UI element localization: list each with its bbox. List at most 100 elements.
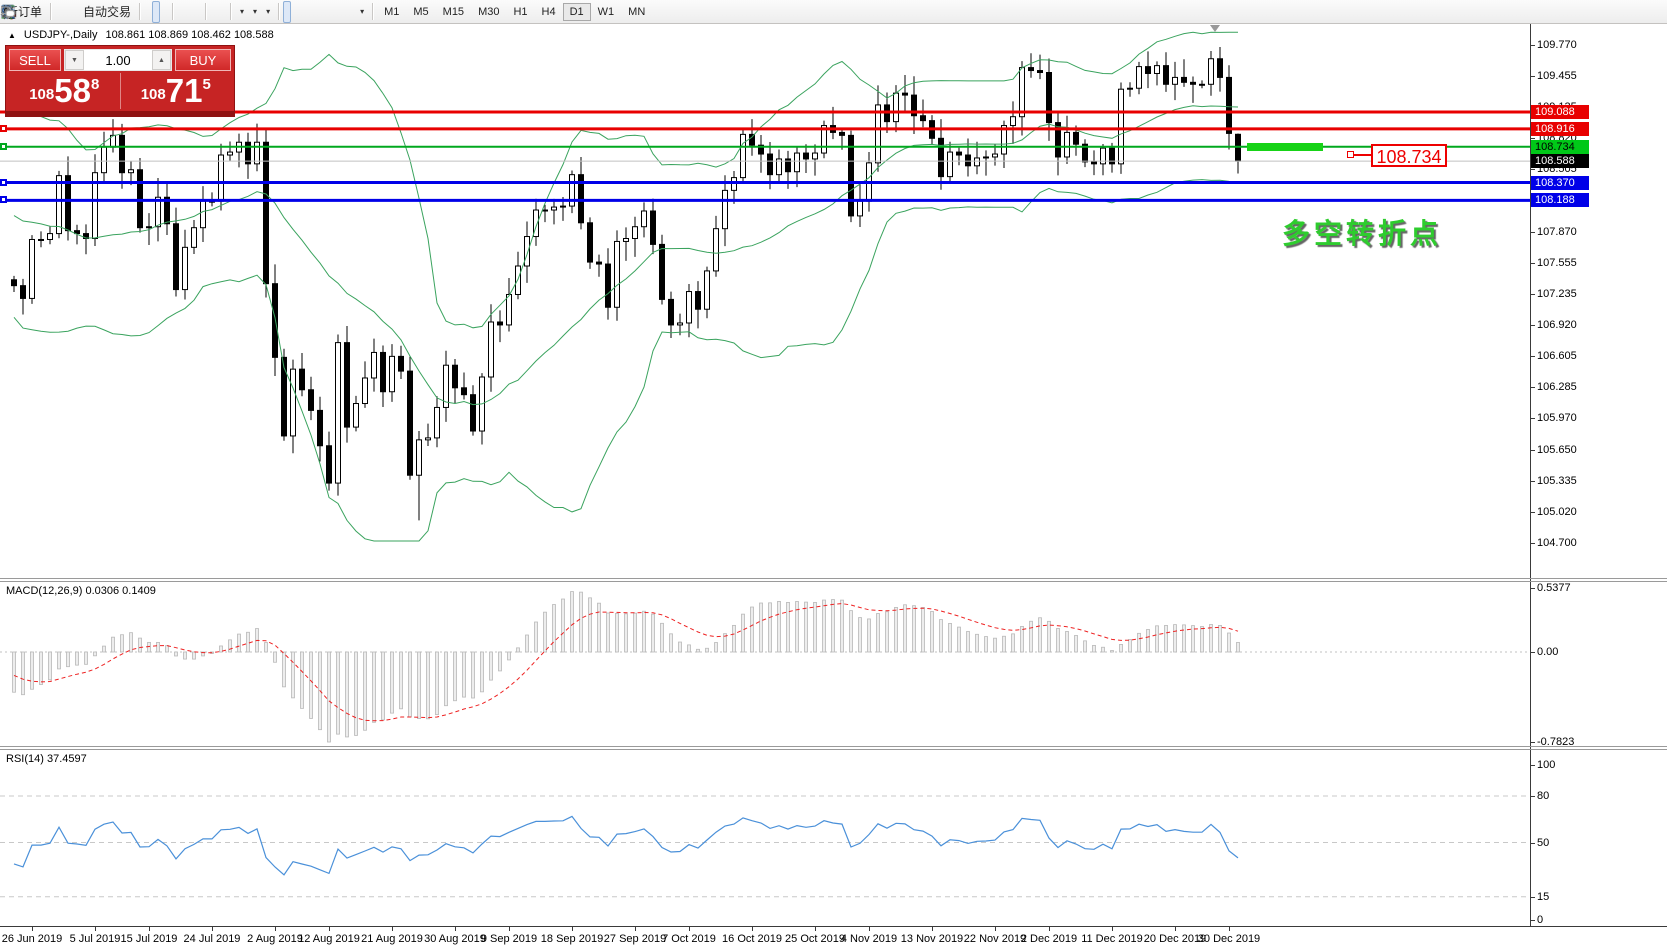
pane-splitter[interactable] — [0, 746, 1667, 747]
timeframe-m5-button[interactable]: M5 — [413, 5, 429, 18]
indicators-button[interactable]: ▾ — [1, 1, 248, 23]
date-axis-label: 2 Aug 2019 — [247, 933, 303, 945]
level-line-anchor[interactable] — [0, 196, 7, 204]
date-axis-tick — [1112, 927, 1113, 931]
autoscroll-button[interactable] — [1, 1, 218, 23]
fibonacci-button[interactable]: F — [1, 1, 339, 23]
price-axis-tick-label: 105.020 — [1537, 505, 1577, 518]
zoom-in-button[interactable] — [1, 1, 185, 23]
pane-splitter[interactable] — [0, 581, 1667, 582]
timeframe-mn-button[interactable]: MN — [628, 5, 646, 18]
date-axis-label: 18 Sep 2019 — [540, 933, 604, 945]
sell-button[interactable]: SELL — [9, 49, 61, 71]
price-axis-tick-label: 105.970 — [1537, 412, 1577, 425]
crosshair-button[interactable] — [1, 1, 299, 23]
volume-decrease-button[interactable]: ▼ — [65, 50, 84, 70]
equidistant-channel-button[interactable]: E — [0, 1, 331, 23]
macd-pane[interactable] — [0, 582, 1530, 745]
timeframe-m1-button[interactable]: M1 — [384, 5, 400, 18]
templates-button[interactable]: ▾ — [1, 1, 274, 23]
toolbar: 新订单 自动交易 — [0, 0, 1667, 24]
periods-button[interactable]: ▾ — [1, 1, 261, 23]
date-axis-label: 20 Dec 2019 — [1143, 933, 1207, 945]
buy-price[interactable]: 108 71 5 — [121, 73, 232, 109]
price-axis-tick — [1531, 511, 1535, 513]
support-highlight-segment[interactable] — [1247, 142, 1323, 151]
chat-icon — [0, 5, 16, 19]
level-line-anchor[interactable] — [0, 142, 7, 150]
price-level-badge: 109.088 — [1531, 104, 1589, 119]
separator — [50, 3, 52, 20]
price-axis-tick-label: 109.455 — [1537, 69, 1577, 82]
arrows-button[interactable]: ▾ — [2, 1, 368, 23]
trendline-button[interactable] — [1, 1, 323, 23]
price-axis-tick — [1531, 169, 1535, 171]
text-button[interactable]: A — [4, 1, 347, 23]
separator — [372, 3, 374, 20]
chat-button[interactable] — [0, 1, 1547, 23]
collapse-panel-icon[interactable]: ▲ — [8, 30, 16, 40]
price-axis-border — [1530, 24, 1531, 926]
tile-windows-button[interactable] — [1, 1, 201, 23]
timeframe-h1-button[interactable]: H1 — [513, 5, 528, 18]
price-axis-tick — [1531, 75, 1535, 77]
date-axis-tick — [455, 927, 456, 931]
volume-input[interactable] — [84, 50, 152, 70]
cursor-button[interactable] — [4, 0, 292, 23]
separator — [172, 3, 174, 20]
price-axis-tick — [1531, 231, 1535, 233]
rsi-axis-tick — [1531, 765, 1535, 766]
candlestick-chart-button[interactable] — [2, 0, 161, 23]
price-chart[interactable] — [0, 24, 1530, 578]
buy-price-prefix: 108 — [140, 86, 166, 103]
date-axis-label: 24 Jul 2019 — [183, 933, 241, 945]
text-label-button[interactable]: T — [1, 1, 355, 23]
separator — [205, 3, 207, 20]
pane-splitter[interactable] — [0, 578, 1667, 579]
autotrading-button[interactable]: 自动交易 — [1, 1, 135, 23]
chart-shift-marker[interactable] — [1210, 25, 1220, 32]
date-axis-tick — [1175, 927, 1176, 931]
timeframe-d1-button[interactable]: D1 — [562, 2, 591, 21]
date-axis-label: 30 Aug 2019 — [424, 933, 486, 945]
rsi-axis-label: 0 — [1537, 914, 1544, 926]
rsi-axis-label: 50 — [1537, 836, 1550, 849]
timeframe-m15-button[interactable]: M15 — [442, 5, 465, 18]
vertical-line-button[interactable] — [7, 1, 307, 23]
date-axis-label: 16 Oct 2019 — [722, 933, 782, 945]
timeframe-w1-button[interactable]: W1 — [597, 5, 615, 18]
gold-button[interactable] — [2, 1, 63, 23]
volume-increase-button[interactable]: ▲ — [152, 50, 171, 70]
rsi-pane[interactable] — [0, 750, 1530, 925]
buy-button[interactable]: BUY — [175, 49, 231, 71]
timeframe-m30-button[interactable]: M30 — [478, 5, 500, 18]
horizontal-line-button[interactable] — [1, 1, 315, 23]
rsi-axis-tick — [1531, 796, 1535, 797]
separator — [139, 3, 141, 20]
bar-chart-button[interactable] — [2, 1, 152, 23]
price-axis-tick-label: 107.870 — [1537, 225, 1577, 238]
price-level-badge: 108.588 — [1531, 154, 1589, 169]
chart-window-button[interactable] — [1, 1, 71, 23]
price-callout-label[interactable]: 108.734 — [1371, 143, 1447, 167]
zoom-out-button[interactable] — [1, 1, 193, 23]
annotation-text[interactable]: 多空转折点 — [1282, 218, 1443, 249]
chart-shift-button[interactable] — [1, 1, 226, 23]
price-axis-tick — [1531, 355, 1535, 357]
price-axis-tick-label: 106.285 — [1537, 381, 1577, 394]
date-axis[interactable]: 26 Jun 2019 5 Jul 2019 15 Jul 2019 24 Jul 2… — [0, 926, 1667, 947]
date-axis-tick — [32, 927, 33, 931]
pane-splitter[interactable] — [0, 749, 1667, 750]
level-line-anchor[interactable] — [0, 178, 7, 186]
timeframe-h4-button[interactable]: H4 — [541, 5, 556, 18]
search-button[interactable] — [2, 1, 1539, 23]
macd-axis-label: 0.5377 — [1537, 582, 1571, 594]
price-axis-tick — [1531, 543, 1535, 544]
line-chart-button[interactable] — [1, 1, 168, 23]
signal-button[interactable] — [2, 1, 79, 23]
level-line-anchor[interactable] — [0, 124, 7, 132]
sell-price[interactable]: 108 58 8 — [9, 73, 120, 109]
price-divider — [119, 73, 121, 109]
